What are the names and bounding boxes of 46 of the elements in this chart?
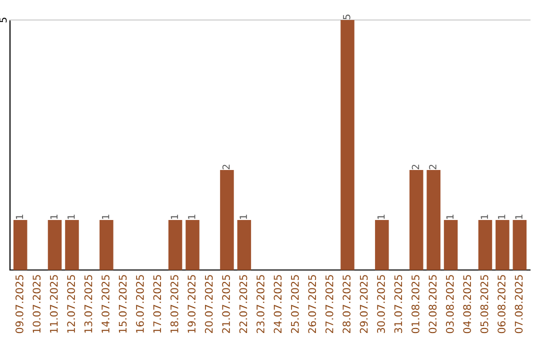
x-tick-label: 13.07.2025 [84, 275, 92, 333]
data-label: 1 [498, 214, 506, 219]
data-label: 1 [170, 214, 178, 219]
data-label: 1 [240, 214, 247, 219]
data-label: 2 [412, 164, 420, 170]
x-tick-label: 19.07.2025 [188, 275, 196, 333]
data-label: 1 [102, 214, 110, 219]
x-tick-label: 27.07.2025 [325, 275, 334, 334]
data-label: 1 [480, 214, 488, 219]
x-tick-label: 14.07.2025 [102, 275, 110, 333]
x-tick-label: 30.07.2025 [377, 275, 385, 334]
x-tick-label: 09.07.2025 [15, 275, 24, 334]
data-label: 1 [68, 214, 75, 219]
x-tick-label: 28.07.2025 [342, 275, 351, 334]
data-label: 2 [222, 164, 230, 170]
x-tick-label: 21.07.2025 [222, 275, 230, 334]
x-tick-label: 07.08.2025 [514, 275, 523, 334]
data-label: 5 [343, 14, 350, 20]
x-tick-label: 29.07.2025 [360, 275, 368, 334]
x-tick-label: 25.07.2025 [290, 275, 299, 334]
x-tick-label: 06.08.2025 [498, 275, 506, 334]
x-tick-label: 17.07.2025 [153, 275, 162, 333]
data-label: 1 [50, 214, 58, 219]
data-label: 1 [446, 214, 454, 219]
x-tick-label: 16.07.2025 [136, 275, 144, 333]
x-tick-label: 05.08.2025 [480, 275, 488, 334]
x-tick-label: 04.08.2025 [463, 275, 472, 334]
x-tick-label: 24.07.2025 [274, 275, 282, 334]
data-label: 1 [515, 214, 522, 219]
data-label: 2 [429, 164, 436, 170]
x-tick-label: 22.07.2025 [239, 275, 248, 334]
x-tick-label: 15.07.2025 [118, 275, 127, 333]
x-tick-label: 11.07.2025 [50, 275, 58, 333]
x-tick-label: 03.08.2025 [446, 275, 454, 334]
x-tick-label: 18.07.2025 [170, 275, 178, 333]
x-tick-label: 12.07.2025 [67, 275, 76, 333]
data-label: 1 [16, 214, 24, 219]
x-tick-label: 20.07.2025 [204, 275, 213, 334]
x-tick-label: 31.07.2025 [394, 275, 402, 334]
data-label: 1 [378, 214, 385, 219]
data-label: 1 [188, 214, 196, 219]
x-tick-label: 02.08.2025 [428, 275, 437, 334]
x-tick-label: 10.07.2025 [32, 275, 41, 333]
x-tick-label: 23.07.2025 [256, 275, 264, 334]
x-tick-label: 26.07.2025 [308, 275, 316, 334]
x-tick-label: 01.08.2025 [412, 275, 420, 334]
